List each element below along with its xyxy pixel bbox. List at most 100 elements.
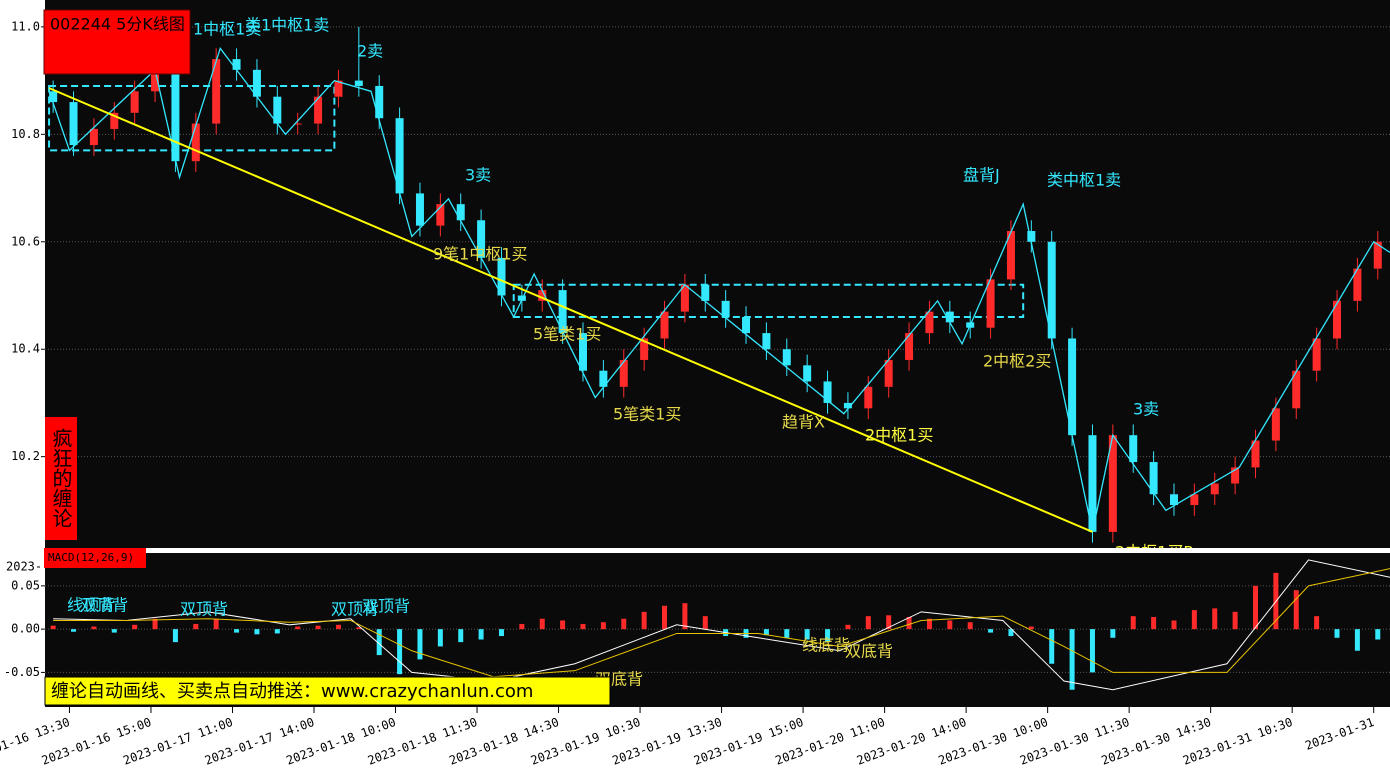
candle-body	[823, 381, 832, 403]
candle-body	[640, 338, 649, 360]
candle-body	[1006, 231, 1015, 280]
candle-body	[89, 128, 98, 146]
annotation: 9笔1中枢1买	[433, 245, 528, 264]
overlay-line	[48, 87, 1093, 533]
annotation: 2中枢2买	[983, 352, 1051, 371]
candle-body	[69, 102, 78, 146]
candle-body	[110, 112, 119, 129]
y-tick-label: 0.00	[11, 622, 40, 636]
banner-box	[44, 676, 611, 706]
candle-body	[252, 69, 261, 97]
zhongshu-box	[512, 283, 1025, 318]
x-tick-label: 2023-01-31	[1303, 715, 1376, 753]
annotation: 双底背	[845, 642, 893, 661]
candle-body	[762, 333, 771, 350]
candle-body	[130, 91, 139, 113]
candle-body	[782, 349, 791, 366]
side-label: 疯狂的缠论	[49, 428, 73, 528]
macd-line	[53, 559, 1390, 691]
annotation: 1中枢1卖	[193, 20, 261, 39]
annotation: 类中枢1卖	[1047, 171, 1121, 190]
candle-body	[1271, 408, 1280, 441]
candle-body	[701, 284, 710, 301]
title-box	[43, 9, 191, 75]
candle-body	[1251, 440, 1260, 468]
candle-body	[884, 359, 893, 387]
candle-body	[660, 311, 669, 339]
candle-body	[986, 279, 995, 328]
candle-body	[436, 204, 445, 226]
candle-body	[599, 370, 608, 387]
candle-body	[1312, 338, 1321, 371]
candle-body	[232, 59, 241, 70]
candle-body	[843, 402, 852, 409]
candle-body	[1027, 231, 1036, 242]
candle-body	[191, 123, 200, 162]
candle-body	[925, 311, 934, 334]
candle-body	[1169, 494, 1178, 506]
candle-body	[680, 284, 689, 312]
candle-body	[1088, 435, 1097, 532]
candle-body	[1108, 435, 1117, 532]
y-tick-label: -0.05	[4, 665, 40, 679]
candle-body	[945, 311, 954, 323]
candle-body	[1373, 241, 1382, 269]
banner: 缠论自动画线、买卖点自动推送：www.crazychanlun.com	[51, 681, 533, 702]
macd-title: MACD(12,26,9)	[48, 551, 134, 564]
chart-title: 002244 5分K线图	[50, 15, 185, 34]
candle-body	[456, 204, 465, 221]
annotation: 3卖	[465, 166, 491, 185]
candle-body	[1068, 338, 1077, 436]
annotation: 双顶背	[362, 597, 410, 616]
annotation: 5笔类1买	[533, 325, 601, 344]
annotation: 双顶背	[180, 600, 228, 619]
y-tick-label: 10.8	[11, 127, 40, 141]
candle-body	[1353, 268, 1362, 301]
annotation: 趋背X	[782, 413, 825, 432]
side-label-box	[45, 417, 77, 540]
y-tick-label: 10.4	[11, 342, 40, 356]
candle-body	[1047, 241, 1056, 339]
candle-body	[477, 220, 486, 258]
candle-body	[49, 91, 58, 103]
candle-body	[1231, 467, 1240, 484]
candle-body	[538, 290, 547, 301]
macd-title-box	[44, 548, 146, 568]
y-tick-label: 10.2	[11, 449, 40, 463]
candle-body	[742, 316, 751, 334]
candle-body	[375, 85, 384, 119]
candle-body	[1333, 300, 1342, 339]
candle-body	[415, 193, 424, 226]
candle-body	[1292, 370, 1301, 409]
y-tick-label: 11.0	[11, 19, 40, 33]
annotation: 线顶背	[67, 596, 115, 615]
candle-body	[517, 295, 526, 301]
annotation: 双顶背	[331, 600, 379, 619]
candle-body	[212, 59, 221, 124]
candle-body	[293, 123, 302, 125]
annotation: 2中枢1买	[865, 426, 933, 445]
annotation: 线底背	[802, 636, 850, 655]
candle-body	[579, 333, 587, 371]
candle-body	[905, 333, 914, 360]
candle-body	[619, 359, 628, 387]
annotation: 2卖	[357, 42, 383, 61]
candle-body	[151, 69, 160, 92]
candle-body	[354, 80, 363, 86]
fragment: 2023-	[6, 560, 42, 574]
candle-body	[497, 257, 506, 296]
annotation: 2中枢1买P	[1115, 543, 1193, 562]
annotation: 盘背J	[963, 166, 1000, 185]
y-tick-label: 0.05	[11, 578, 40, 592]
candle-body	[1149, 462, 1158, 495]
candle-body	[1190, 494, 1199, 506]
annotation: 5笔类1买	[613, 405, 681, 424]
macd-line	[53, 568, 1390, 678]
candle-body	[558, 290, 567, 334]
candle-body	[273, 96, 282, 124]
candle-body	[721, 300, 730, 317]
candle-body	[395, 118, 404, 194]
candle-body	[171, 69, 180, 162]
candle-body	[864, 386, 873, 409]
candle-body	[314, 96, 323, 124]
